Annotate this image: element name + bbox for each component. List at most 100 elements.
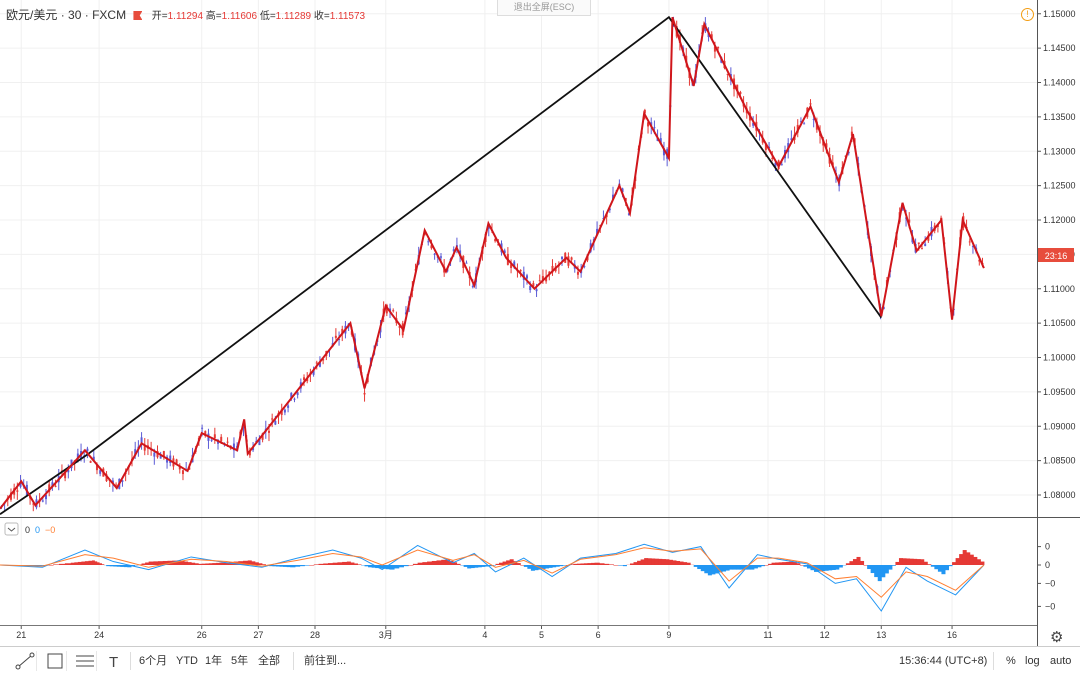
macd-histogram-bar [145,563,149,565]
macd-histogram-bar [552,565,556,567]
text-tool-icon[interactable]: T [104,651,126,671]
macd-histogram-bar [694,565,698,567]
macd-histogram-bar [895,562,899,565]
rectangle-tool-icon[interactable] [44,651,67,671]
fib-tool-icon[interactable] [74,651,97,671]
macd-y-tick-label: 0 [1045,542,1050,552]
macd-histogram-bar [527,565,531,569]
macd-histogram-bar [832,565,836,570]
macd-histogram-bar [117,565,121,567]
candle-body [16,490,18,492]
macd-histogram-bar [786,562,790,565]
candle-body [227,442,229,443]
macd-histogram-bar [623,565,627,566]
candle-body [182,470,184,474]
macd-histogram-bar [524,565,528,567]
macd-histogram-bar [927,564,931,565]
toolbar-divider [993,652,994,670]
y-tick-label: 1.15000 [1043,9,1076,19]
macd-histogram-bar [88,561,92,565]
macd-histogram-bar [290,565,295,567]
macd-histogram-bar [120,565,124,567]
warning-icon[interactable]: ! [1021,8,1034,21]
macd-histogram-bar [871,565,875,573]
range-5y-button[interactable]: 5年 [231,647,248,676]
goto-date-button[interactable]: 前往到... [304,647,346,676]
macd-histogram-bar [549,565,553,568]
macd-histogram-bar [764,565,768,566]
macd-histogram-bar [761,565,765,566]
symbol-header[interactable]: 欧元/美元 · 30 · FXCM 开=1.11294 高=1.11606 低=… [6,6,365,23]
y-tick-label: 1.10000 [1043,353,1076,363]
macd-histogram-bar [757,565,761,567]
macd-histogram-bar [319,564,324,565]
macd-histogram-bar [609,564,614,565]
macd-histogram-bar [913,559,917,565]
range-6m-button[interactable]: 6个月 [139,647,167,676]
macd-histogram-bar [599,563,604,565]
candle-body [201,428,203,429]
macd-histogram-bar [952,562,956,565]
settings-gear-icon[interactable]: ⚙ [1050,628,1063,646]
macd-histogram-bar [800,565,804,566]
macd-histogram-bar [531,565,535,571]
macd-histogram-bar [648,558,652,565]
x-tick-label: 16 [947,630,957,640]
macd-histogram-bar [941,565,945,574]
percent-toggle[interactable]: % [1006,647,1016,676]
x-tick-label: 13 [876,630,886,640]
auto-toggle[interactable]: auto [1050,647,1071,676]
macd-histogram-bar [966,552,970,565]
candle-body [465,263,467,264]
macd-histogram-bar [573,564,577,565]
candle-body [293,399,295,400]
macd-histogram-bar [328,563,333,565]
macd-histogram-bar [588,563,592,565]
macd-histogram-bar [779,562,783,565]
macd-histogram-bar [828,565,832,570]
candle-body [803,123,805,124]
macd-histogram-bar [85,561,89,565]
flag-icon[interactable] [133,11,142,20]
macd-histogram-bar [874,565,878,577]
trend-line-tool-icon[interactable] [14,651,37,671]
range-ytd-button[interactable]: YTD [176,647,198,676]
x-tick-label: 4 [482,630,487,640]
macd-histogram-bar [839,565,843,567]
macd-histogram-bar [775,563,779,565]
macd-histogram-bar [885,565,889,573]
macd-histogram-bar [323,563,328,565]
range-all-button[interactable]: 全部 [258,647,280,676]
exchange: FXCM [92,8,126,22]
macd-histogram-bar [881,565,885,577]
macd-histogram-bar [910,559,914,565]
macd-histogram-bar [300,565,305,566]
candle-body [42,500,44,501]
y-tick-label: 1.08500 [1043,456,1076,466]
macd-histogram-bar [782,562,786,565]
macd-histogram-bar [258,563,262,565]
macd-histogram-bar [276,565,280,567]
macd-histogram-bar [651,558,655,565]
exit-fullscreen-button[interactable]: 退出全屏(ESC) [497,0,591,16]
macd-histogram-bar [394,565,399,568]
macd-histogram-bar [357,564,361,565]
macd-histogram-bar [350,563,354,565]
close-value: 1.11573 [330,11,365,22]
log-toggle[interactable]: log [1025,647,1040,676]
macd-collapse-button [5,523,18,535]
macd-histogram-bar [474,565,478,568]
range-1y-button[interactable]: 1年 [205,647,222,676]
bottom-toolbar: T 6个月 YTD 1年 5年 全部 前往到... 15:36:44 (UTC+… [0,646,1080,676]
macd-histogram-bar [437,560,442,565]
macd-histogram-bar [665,559,669,565]
macd-histogram-bar [478,565,482,567]
macd-histogram-bar [262,564,266,565]
macd-histogram-bar [471,565,475,568]
macd-histogram-bar [740,565,744,570]
macd-histogram-bar [422,562,427,565]
y-tick-label: 1.12000 [1043,215,1076,225]
macd-histogram-bar [934,565,938,569]
macd-histogram-bar [683,562,687,565]
